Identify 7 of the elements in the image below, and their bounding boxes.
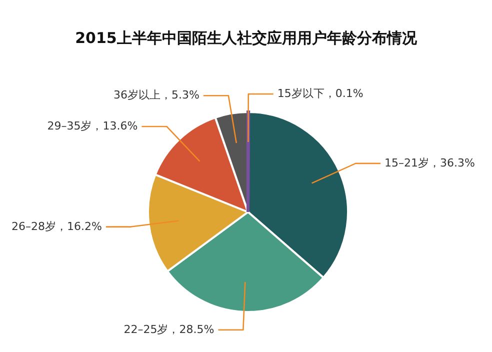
slice-label: 29–35岁，13.6% xyxy=(47,119,138,132)
slice-label: 15–21岁，36.3% xyxy=(384,156,475,170)
chart-title: 2015上半年中国陌生人社交应用用户年龄分布情况 xyxy=(75,29,418,47)
slice-label: 26–28岁，16.2% xyxy=(11,220,102,233)
slice-label: 15岁以下，0.1% xyxy=(277,87,364,100)
slice-label: 36岁以上，5.3% xyxy=(113,88,200,102)
slice-label: 22–25岁，28.5% xyxy=(124,322,214,336)
